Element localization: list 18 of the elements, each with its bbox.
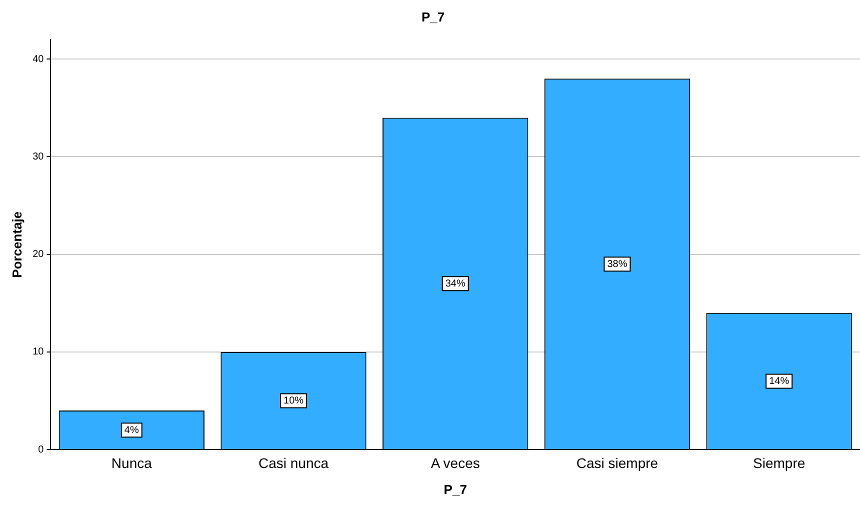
x-tick-label: A veces — [430, 454, 480, 471]
chart-title: P_7 — [421, 9, 445, 24]
x-axis-title: P_7 — [444, 482, 467, 497]
x-tick-label: Nunca — [111, 454, 152, 471]
y-tick-label: 40 — [32, 54, 44, 65]
data-label: 38% — [607, 258, 628, 270]
data-label: 4% — [124, 424, 139, 436]
data-label: 10% — [284, 396, 304, 407]
data-label: 34% — [445, 278, 466, 290]
x-tick-label: Casi siempre — [576, 454, 658, 471]
y-tick-label: 20 — [32, 249, 44, 260]
y-tick-label: 0 — [38, 444, 44, 456]
y-tick-label: 30 — [32, 151, 44, 162]
y-tick-label: 10 — [32, 346, 44, 358]
x-tick-label: Siempre — [753, 454, 806, 471]
x-tick-label: Casi nunca — [258, 454, 329, 471]
y-axis-title: Porcentaje — [9, 211, 24, 278]
data-label: 14% — [769, 376, 790, 388]
